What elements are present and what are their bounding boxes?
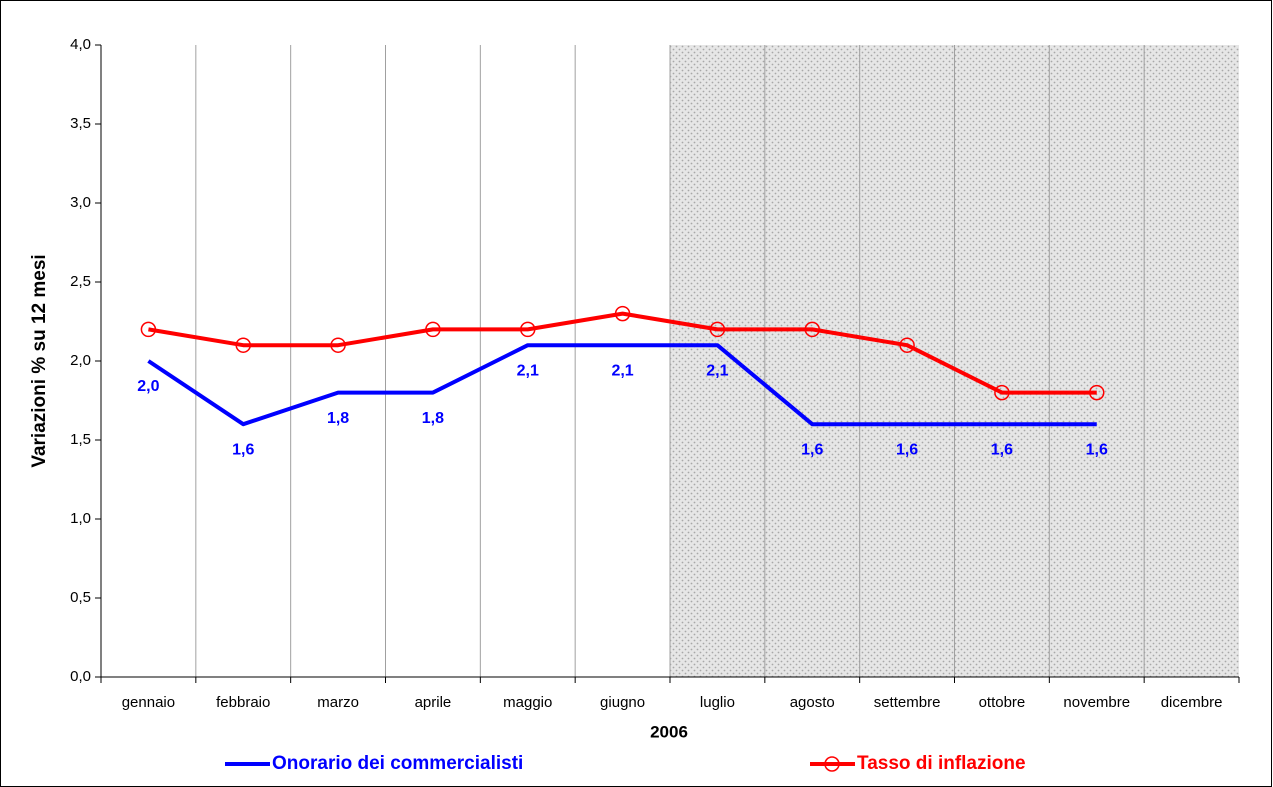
y-tick-label: 3,5 [70,115,91,132]
value-label: 2,1 [517,362,539,379]
marker [709,321,726,338]
x-tick-label: agosto [790,694,835,711]
x-tick-label: ottobre [979,694,1026,711]
x-tick-label: marzo [317,694,359,711]
x-tick-label: aprile [415,694,452,711]
y-tick-label: 2,0 [70,352,91,369]
value-label: 1,8 [422,410,444,427]
marker [425,321,441,338]
x-tick-label: maggio [503,694,552,711]
value-label: 2,1 [706,362,728,379]
value-label: 1,8 [327,410,349,427]
y-tick-label: 0,5 [70,589,91,606]
value-label: 1,6 [232,441,254,458]
marker [1089,384,1105,401]
legend-label: Onorario dei commercialisti [272,753,523,774]
x-axis-title: 2006 [650,722,688,741]
y-tick-label: 0,0 [70,668,91,685]
y-axis-title: Variazioni % su 12 mesi [29,254,50,467]
value-label: 1,6 [896,441,918,458]
y-tick-label: 1,5 [70,431,91,448]
x-tick-label: gennaio [122,694,175,711]
y-tick-label: 4,0 [70,36,91,53]
marker [994,384,1010,401]
y-tick-label: 1,0 [70,510,91,527]
value-label: 1,6 [991,441,1013,458]
marker [804,321,820,338]
y-tick-label: 3,0 [70,194,91,211]
marker [140,321,157,338]
value-label: 2,1 [611,362,633,379]
x-tick-label: giugno [600,694,645,711]
x-tick-label: febbraio [216,694,270,711]
value-label: 1,6 [1086,441,1108,458]
value-label: 2,0 [137,378,159,395]
legend-label: Tasso di inflazione [857,753,1026,774]
marker [330,337,346,353]
value-label: 1,6 [801,441,823,458]
marker [899,337,915,353]
x-tick-label: novembre [1063,694,1130,711]
series-line [147,343,1097,427]
legend-marker [824,756,840,772]
y-tick-label: 2,5 [70,273,91,290]
x-tick-label: settembre [874,694,941,711]
x-tick-label: dicembre [1161,694,1223,711]
series-line [148,311,1097,395]
marker [520,321,536,338]
x-tick-label: luglio [700,694,735,711]
marker [235,337,251,353]
marker [614,305,631,322]
